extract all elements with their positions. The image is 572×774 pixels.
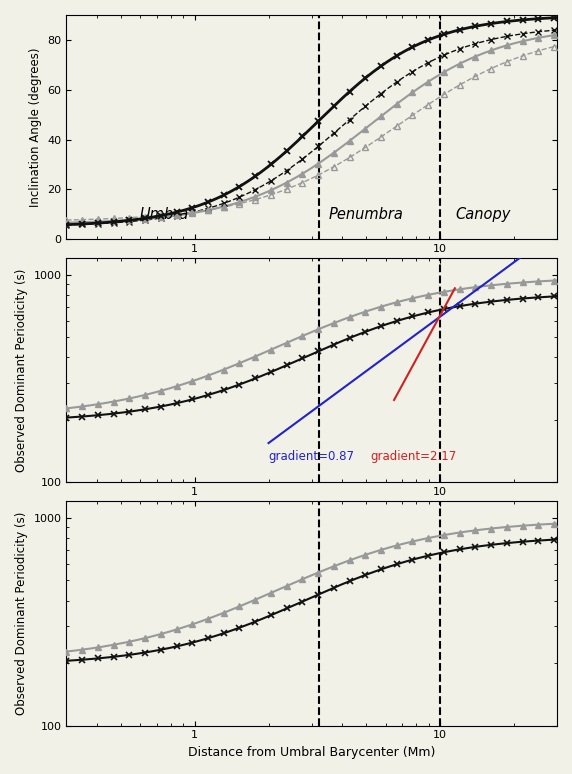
Y-axis label: Inclination Angle (degrees): Inclination Angle (degrees) <box>29 47 42 207</box>
Text: Penumbra: Penumbra <box>329 207 404 221</box>
Text: Canopy: Canopy <box>455 207 511 221</box>
Y-axis label: Observed Dominant Periodicity (s): Observed Dominant Periodicity (s) <box>15 512 28 715</box>
X-axis label: Distance from Umbral Barycenter (Mm): Distance from Umbral Barycenter (Mm) <box>188 746 435 759</box>
Y-axis label: Observed Dominant Periodicity (s): Observed Dominant Periodicity (s) <box>15 269 28 472</box>
Text: Umbra: Umbra <box>140 207 189 221</box>
Text: gradient=2.17: gradient=2.17 <box>370 450 456 463</box>
Text: gradient=0.87: gradient=0.87 <box>268 450 355 463</box>
